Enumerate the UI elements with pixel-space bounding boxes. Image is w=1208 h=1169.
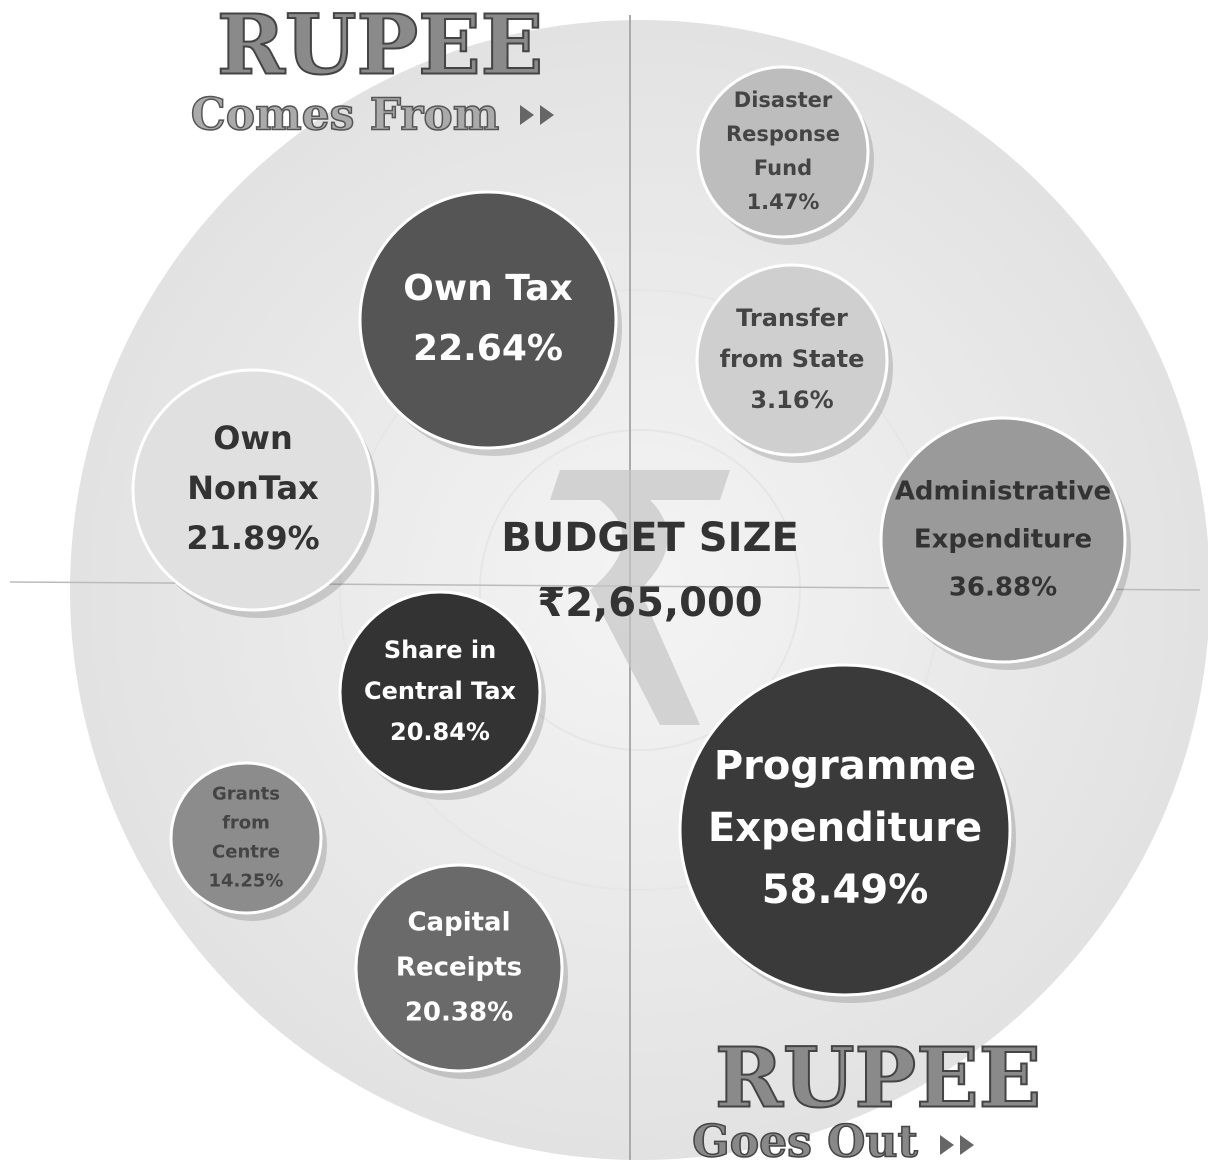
bubble-share: 1.47% (747, 190, 820, 214)
rupee-caption: Goes Out (692, 1117, 918, 1168)
rupee-caption: Comes From (191, 90, 500, 141)
rupee-word: RUPEE (715, 1030, 1041, 1126)
bubble-label: Own Tax (403, 268, 572, 309)
bubble-label: Response (726, 122, 840, 146)
bubble-share: 21.89% (186, 519, 319, 557)
bubble-label: Administrative (895, 477, 1111, 507)
arrows (940, 1135, 974, 1155)
bubble-label: Share in (384, 636, 496, 664)
center-amount: ₹2,65,000 (537, 580, 762, 626)
bubble-label: Expenditure (708, 805, 982, 851)
bubble-share: 14.25% (209, 871, 284, 892)
center-title: BUDGET SIZE (501, 515, 799, 561)
bubble-share: 20.84% (390, 718, 490, 746)
bubble-label: Fund (754, 156, 812, 180)
bubble-share: 36.88% (949, 573, 1057, 603)
bubble-label: Own (213, 419, 293, 457)
bubble-label: Receipts (396, 953, 522, 983)
bubble-share: 22.64% (413, 328, 563, 369)
bubble-label: Grants (212, 784, 280, 805)
infographic: RUPEE Comes From RUPEE Goes Out Own Tax 2… (0, 0, 1208, 1169)
bubble-label: NonTax (187, 469, 319, 507)
bubble-label: Expenditure (914, 525, 1092, 555)
bubble-label: Capital (407, 908, 510, 938)
bubble-share: 20.38% (405, 998, 513, 1028)
bubble (360, 192, 616, 448)
bubble-label: Programme (714, 743, 976, 789)
bubble-share: 58.49% (762, 867, 929, 913)
bubble-label: Centre (212, 842, 280, 863)
rupee-word: RUPEE (217, 0, 543, 93)
bubble-share: 3.16% (750, 386, 833, 414)
bubble-label: from (222, 813, 270, 834)
bubble-label: from State (720, 345, 865, 373)
bubble-label: Transfer (736, 304, 848, 332)
bubble-label: Central Tax (364, 677, 517, 705)
bubble-label: Disaster (734, 88, 833, 112)
